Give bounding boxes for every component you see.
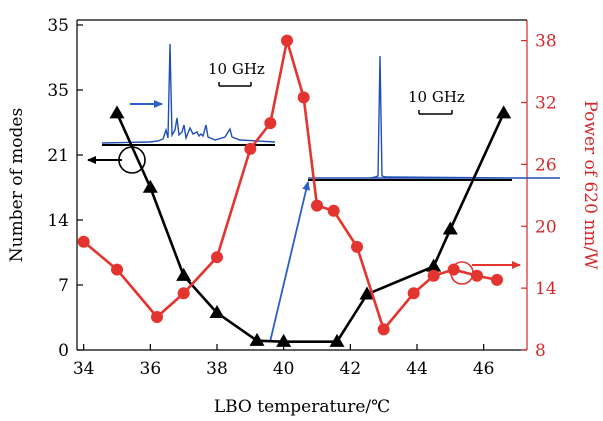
power-point — [427, 269, 440, 282]
left-tick-label: 35 — [47, 16, 69, 36]
x-tick-label: 46 — [473, 359, 495, 379]
left-tick-label: 14 — [47, 211, 69, 231]
modes-point — [359, 286, 375, 300]
modes-point — [329, 333, 345, 347]
modes-point — [209, 305, 225, 319]
modes-point — [142, 179, 158, 193]
power-point — [447, 263, 460, 276]
x-axis-label: LBO temperature/℃ — [214, 397, 390, 417]
left-tick-label: 7 — [58, 276, 69, 296]
freq-scale-left: 10 GHz — [208, 60, 265, 87]
power-point — [264, 117, 277, 130]
left-tick-label: 21 — [47, 146, 69, 166]
power-point — [471, 269, 483, 282]
x-axis-ticks: 34 36 38 40 42 44 46 — [73, 344, 495, 379]
right-tick-label: 8 — [535, 341, 546, 361]
power-point — [177, 287, 190, 300]
x-tick-label: 34 — [73, 359, 95, 379]
right-tick-label: 26 — [535, 155, 557, 175]
left-axis-ticks: 0 7 14 21 35 35 — [47, 16, 83, 361]
power-point — [244, 142, 257, 155]
power-point — [311, 199, 323, 212]
freq-label-right: 10 GHz — [408, 88, 465, 106]
power-series-line — [82, 39, 498, 331]
x-tick-label: 42 — [340, 359, 362, 379]
right-tick-label: 20 — [535, 217, 557, 237]
series-layer — [77, 34, 512, 347]
left-tick-label: 35 — [47, 81, 69, 101]
blue-arrow-right-inset — [269, 181, 311, 343]
power-point — [407, 287, 420, 300]
right-tick-label: 32 — [535, 94, 557, 114]
modes-point — [249, 332, 265, 346]
x-tick-label: 36 — [140, 359, 162, 379]
x-tick-label: 38 — [206, 359, 228, 379]
right-axis-ticks: 8 14 20 26 32 38 — [521, 32, 557, 361]
modes-point — [109, 105, 125, 119]
left-tick-label: 0 — [58, 341, 69, 361]
power-point — [491, 273, 503, 286]
modes-point — [276, 333, 292, 347]
x-tick-label: 44 — [406, 359, 428, 379]
power-point — [211, 251, 223, 264]
freq-scale-right: 10 GHz — [408, 88, 465, 115]
modes-point — [176, 267, 192, 281]
left-axis-label: Number of modes — [7, 108, 27, 262]
modes-point — [426, 258, 442, 272]
right-tick-label: 38 — [535, 32, 557, 52]
x-tick-label: 40 — [273, 359, 295, 379]
power-point — [281, 34, 293, 47]
power-point — [297, 91, 310, 104]
modes-point — [496, 105, 512, 119]
power-point — [327, 204, 340, 217]
right-tick-label: 14 — [535, 279, 557, 299]
power-point — [77, 235, 90, 248]
right-axis-label: Power of 620 nm/W — [580, 100, 600, 270]
spectrum-inset-right — [308, 55, 560, 181]
power-point — [111, 263, 123, 276]
power-point — [377, 323, 390, 336]
power-point — [351, 240, 363, 253]
modes-point — [442, 221, 458, 235]
freq-label-left: 10 GHz — [208, 60, 265, 78]
power-point — [151, 311, 163, 323]
